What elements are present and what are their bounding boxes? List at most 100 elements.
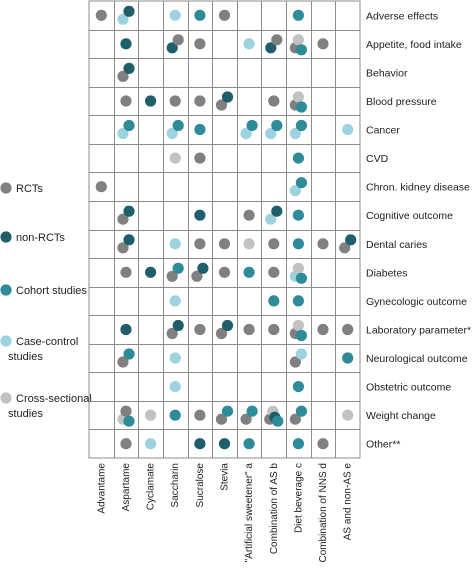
point-cohort-studies <box>295 101 307 113</box>
point-cohort-studies <box>295 329 307 342</box>
point-cohort-studies <box>292 9 304 21</box>
grid <box>88 0 361 459</box>
column-label: Advantame <box>96 463 107 514</box>
point-rcts <box>117 70 129 82</box>
legend-label: RCTs <box>16 183 43 195</box>
point-case-control-studies <box>117 127 129 140</box>
point-rcts <box>117 242 129 254</box>
row-label: Gynecologic outcome <box>366 296 467 308</box>
row-label: Adverse effects <box>366 10 438 22</box>
point-rcts <box>194 38 206 50</box>
column-label: Cyclamate <box>146 463 157 511</box>
point-cross-sectional-studies <box>292 319 304 332</box>
row-label: CVD <box>366 153 389 165</box>
column-label: Sucralose <box>195 463 206 508</box>
point-case-control-studies <box>342 123 354 136</box>
point-non-rcts <box>265 42 277 54</box>
point-rcts <box>166 270 178 282</box>
point-cohort-studies <box>292 438 304 450</box>
point-cohort-studies <box>123 119 135 132</box>
legend-marker <box>0 284 12 296</box>
row-label: Behavior <box>366 67 408 79</box>
point-cohort-studies <box>172 262 184 274</box>
point-cross-sectional-studies <box>145 409 157 421</box>
point-non-rcts <box>218 438 231 450</box>
row-label: Neurological outcome <box>366 353 468 365</box>
point-rcts <box>317 238 329 250</box>
legend-item: RCTs <box>0 182 43 195</box>
row-label: Obstetric outcome <box>366 382 451 394</box>
point-non-rcts <box>120 38 132 50</box>
row-label: Dental caries <box>366 239 427 251</box>
point-rcts <box>169 95 181 107</box>
point-non-rcts <box>194 209 206 221</box>
point-cohort-studies <box>246 405 258 417</box>
point-rcts <box>240 413 252 425</box>
point-non-rcts <box>123 205 135 217</box>
point-cross-sectional-studies <box>292 34 304 46</box>
point-cohort-studies <box>295 119 307 132</box>
row-label: Diabetes <box>366 267 407 279</box>
point-non-rcts <box>166 42 178 54</box>
point-rcts <box>339 242 351 254</box>
point-cohort-studies <box>243 438 255 450</box>
point-rcts <box>218 266 231 278</box>
point-cohort-studies <box>292 152 304 164</box>
column-label: Combination of AS b <box>269 463 280 555</box>
point-non-rcts <box>221 319 234 332</box>
point-cohort-studies <box>194 9 206 21</box>
point-cohort-studies <box>169 409 181 421</box>
point-cohort-studies <box>246 119 258 132</box>
column-label: Aspartame <box>121 463 132 512</box>
column-label: AS and non-AS e <box>343 463 354 541</box>
row-label: Cancer <box>366 125 400 137</box>
point-non-rcts <box>123 5 135 17</box>
point-rcts <box>191 270 203 282</box>
point-non-rcts <box>194 438 206 450</box>
point-rcts <box>120 266 132 278</box>
point-rcts <box>117 213 129 225</box>
point-cohort-studies <box>295 405 307 417</box>
legend-marker <box>0 392 12 404</box>
point-case-control-studies <box>289 185 301 197</box>
point-cohort-studies <box>172 119 184 132</box>
point-rcts <box>215 99 228 111</box>
point-rcts <box>268 238 280 250</box>
point-cohort-studies <box>342 352 354 364</box>
point-rcts <box>317 38 329 50</box>
point-rcts <box>194 409 206 421</box>
legend-marker <box>0 335 12 347</box>
column-label: Stevia <box>220 463 231 491</box>
column-labels: Advantame Aspartame Cyclamate Saccharin Sucr… <box>96 463 353 563</box>
point-non-rcts <box>221 91 234 103</box>
point-non-rcts <box>271 205 283 217</box>
point-cross-sectional-studies <box>342 409 354 421</box>
row-label: Chron. kidney disease <box>366 182 470 194</box>
point-non-rcts <box>197 262 209 274</box>
point-rcts <box>317 323 329 336</box>
point-cross-sectional-studies <box>169 152 181 164</box>
point-cohort-studies <box>268 295 280 307</box>
point-cohort-studies <box>292 209 304 221</box>
point-cohort-studies <box>243 266 255 278</box>
point-case-control-studies <box>145 438 157 450</box>
point-cohort-studies <box>292 295 304 307</box>
point-rcts <box>268 266 280 278</box>
row-label: Appetite, food intake <box>366 39 462 51</box>
point-rcts <box>166 327 178 340</box>
point-cross-sectional-studies <box>292 91 304 103</box>
legend-item: non-RCTs <box>0 231 65 244</box>
point-non-rcts <box>120 323 132 336</box>
column-label: Saccharin <box>170 463 181 507</box>
point-non-rcts <box>123 234 135 246</box>
row-label: Cognitive outcome <box>366 210 453 222</box>
point-rcts <box>268 95 280 107</box>
point-rcts <box>194 95 206 107</box>
point-case-control-studies <box>166 127 178 140</box>
legend-label: Cohort studies <box>16 285 87 297</box>
point-case-control-studies <box>243 38 255 50</box>
point-rcts <box>172 34 184 46</box>
point-case-control-studies <box>295 348 307 360</box>
point-rcts <box>342 323 354 336</box>
point-rcts <box>289 413 301 425</box>
